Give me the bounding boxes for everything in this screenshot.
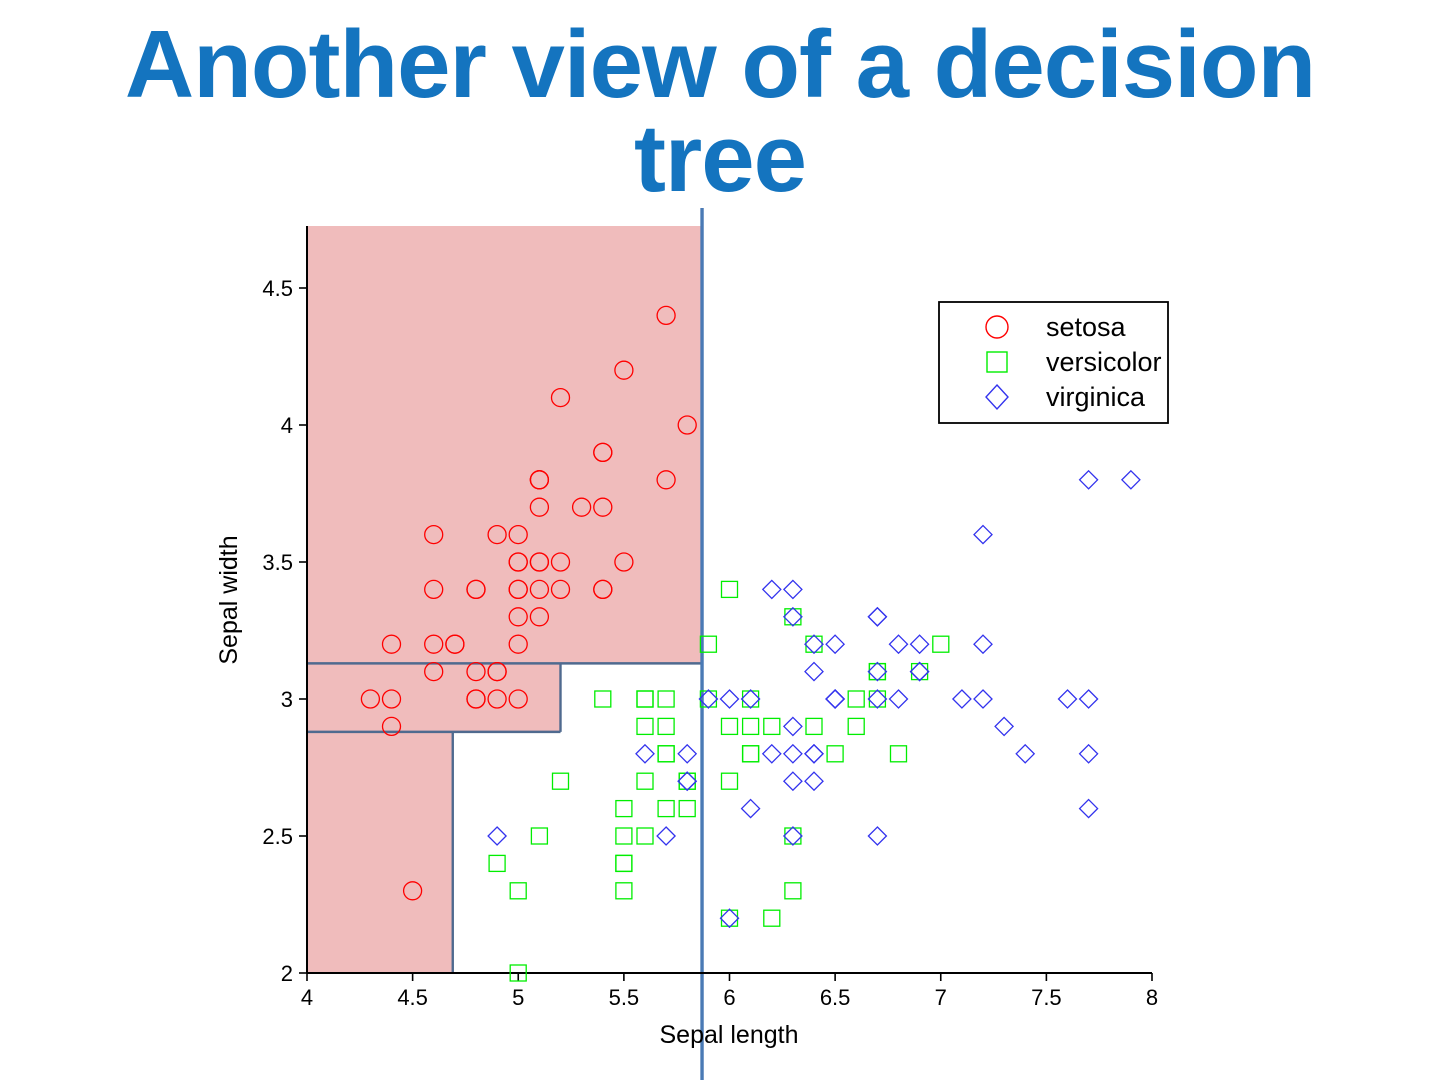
svg-text:Sepal width: Sepal width	[215, 535, 243, 664]
svg-text:8: 8	[1146, 985, 1158, 1010]
svg-text:4.5: 4.5	[262, 276, 293, 301]
svg-text:2.5: 2.5	[262, 824, 293, 849]
svg-text:7.5: 7.5	[1031, 985, 1062, 1010]
svg-text:5: 5	[512, 985, 524, 1010]
svg-text:Sepal length: Sepal length	[659, 1021, 798, 1049]
svg-text:4: 4	[281, 413, 293, 438]
svg-text:4: 4	[301, 985, 313, 1010]
svg-text:6: 6	[723, 985, 735, 1010]
svg-text:6.5: 6.5	[820, 985, 851, 1010]
svg-text:2: 2	[281, 961, 293, 986]
svg-text:setosa: setosa	[1046, 312, 1127, 342]
svg-text:3: 3	[281, 687, 293, 712]
svg-text:virginica: virginica	[1046, 382, 1146, 412]
svg-text:versicolor: versicolor	[1046, 347, 1162, 377]
svg-text:5.5: 5.5	[609, 985, 640, 1010]
svg-text:3.5: 3.5	[262, 550, 293, 575]
svg-text:7: 7	[935, 985, 947, 1010]
svg-text:4.5: 4.5	[397, 985, 428, 1010]
